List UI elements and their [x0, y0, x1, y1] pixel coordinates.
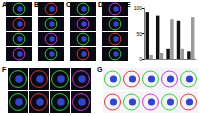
- svg-text:50: 50: [136, 31, 142, 37]
- html-text:F: F: [2, 66, 7, 73]
- html-text:G: G: [97, 66, 103, 73]
- html-text:B: B: [34, 1, 40, 8]
- html-text:C: C: [66, 1, 72, 8]
- html-text:D: D: [98, 1, 104, 8]
- html-text:E: E: [126, 1, 131, 8]
- svg-text:100: 100: [134, 5, 143, 11]
- html-text:A: A: [2, 1, 8, 8]
- svg-text:0: 0: [139, 56, 142, 62]
